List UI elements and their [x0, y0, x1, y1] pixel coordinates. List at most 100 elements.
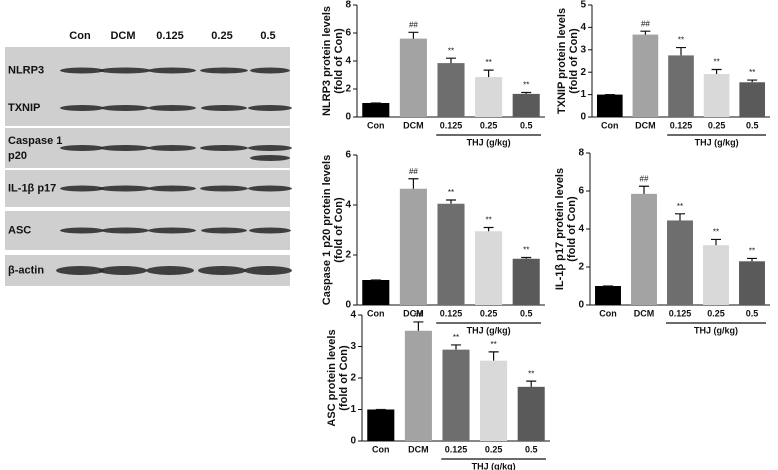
blot-column-label: 0.125 [156, 30, 184, 42]
x-tick-label: 0.5 [746, 308, 759, 318]
y-axis-label: IL-1β p17 protein levels [554, 168, 566, 290]
bar [475, 77, 503, 117]
y-axis-label: NLRP3 protein levels [321, 6, 333, 116]
significance-label: ** [448, 188, 454, 197]
blot-row-label: ASC [8, 224, 31, 236]
bar [596, 94, 623, 117]
significance-label: ** [713, 228, 719, 237]
significance-label: ## [640, 174, 649, 183]
blot-band [146, 266, 194, 275]
error-bar [521, 256, 532, 259]
error-bar [413, 321, 424, 331]
blot-band [100, 145, 150, 151]
bar [475, 231, 503, 305]
blot-row-label: IL-1β p17 [8, 182, 56, 194]
x-tick-label: 0.25 [708, 120, 726, 130]
x-tick-label: Con [372, 444, 390, 454]
blot-band [148, 185, 196, 192]
significance-label: ** [485, 58, 491, 67]
bar-chart: 0 2 4 6 8 NLRP3 protein levels (fold of Con) Co… [321, 0, 545, 147]
y-tick-label: 2 [345, 250, 351, 261]
y-tick-label: 4 [350, 310, 356, 321]
error-bar [488, 351, 499, 361]
significance-label: ** [749, 68, 755, 77]
x-tick-label: Con [367, 308, 385, 318]
bar [362, 103, 390, 117]
y-axis-label: (fold of Con) [568, 28, 580, 94]
blot-band [56, 266, 104, 275]
bar [631, 193, 657, 305]
bar [595, 286, 621, 305]
blot-band [101, 105, 149, 111]
y-tick-label: 3 [350, 341, 356, 352]
significance-label: ** [485, 216, 491, 225]
y-tick-label: 2 [578, 262, 584, 273]
y-tick-label: 0 [345, 112, 351, 123]
y-axis-label: Caspase 1 p20 protein levels [321, 155, 333, 305]
bar [437, 203, 465, 305]
significance-label: ** [749, 247, 755, 256]
x-tick-label: 0.125 [440, 308, 463, 318]
bar [362, 280, 390, 305]
blot-row-label: Caspase 1 [8, 135, 62, 147]
y-tick-label: 8 [345, 0, 351, 11]
error-bar [521, 91, 532, 94]
blot-band [99, 67, 151, 74]
blot-row-label: TXNIP [8, 102, 40, 114]
y-tick-label: 6 [345, 28, 351, 39]
x-tick-label: 0.25 [707, 308, 725, 318]
y-axis-label: (fold of Con) [338, 345, 350, 411]
blot-band [148, 105, 196, 111]
error-bar [676, 46, 686, 56]
significance-label: ## [414, 310, 423, 319]
error-bar [711, 68, 722, 74]
blot-band [101, 227, 149, 234]
error-bar [408, 178, 419, 189]
group-label: THJ (g/kg) [695, 137, 739, 147]
significance-label: ** [523, 246, 529, 255]
y-tick-label: 4 [345, 56, 351, 67]
blot-band [248, 105, 292, 111]
bar [512, 93, 540, 117]
y-tick-label: 2 [580, 67, 586, 78]
y-axis-label: ASC protein levels [326, 329, 338, 426]
x-tick-label: Con [601, 120, 619, 130]
significance-label: ** [448, 46, 454, 55]
bar [703, 245, 729, 305]
blot-band [60, 105, 104, 111]
bar-chart: 0 2 4 6 Caspase 1 p20 protein levels (fold of… [321, 150, 545, 335]
blot-band [60, 145, 104, 151]
bar [703, 73, 730, 117]
error-bar [451, 344, 461, 350]
blot-band [248, 185, 292, 192]
error-bar [747, 257, 757, 262]
x-tick-label: 0.5 [525, 444, 538, 454]
blot-band [244, 266, 292, 275]
group-label: THJ (g/kg) [467, 137, 511, 147]
y-tick-label: 5 [580, 0, 586, 11]
y-tick-label: 4 [345, 200, 351, 211]
significance-label: ** [678, 36, 684, 45]
error-bar [483, 226, 494, 232]
error-bar [446, 199, 456, 204]
significance-label: ** [490, 340, 496, 349]
y-tick-label: 6 [578, 186, 584, 197]
error-bar [711, 238, 721, 246]
bar [404, 330, 432, 441]
blot-band [201, 105, 247, 111]
significance-label: ** [453, 333, 459, 342]
y-tick-label: 0 [580, 112, 586, 123]
blot-band [249, 227, 291, 234]
blot-band [248, 145, 292, 151]
x-tick-label: 0.25 [480, 308, 498, 318]
bar [399, 38, 427, 117]
y-tick-label: 2 [345, 84, 351, 95]
x-tick-label: 0.125 [445, 444, 468, 454]
bar [399, 188, 427, 305]
bar-chart: 0 1 2 3 4 ASC protein levels (fold of Con) Con #… [326, 310, 550, 470]
bar [512, 258, 540, 305]
error-bar [639, 185, 649, 194]
y-tick-label: 0 [578, 300, 584, 311]
x-tick-label: DCM [403, 120, 424, 130]
